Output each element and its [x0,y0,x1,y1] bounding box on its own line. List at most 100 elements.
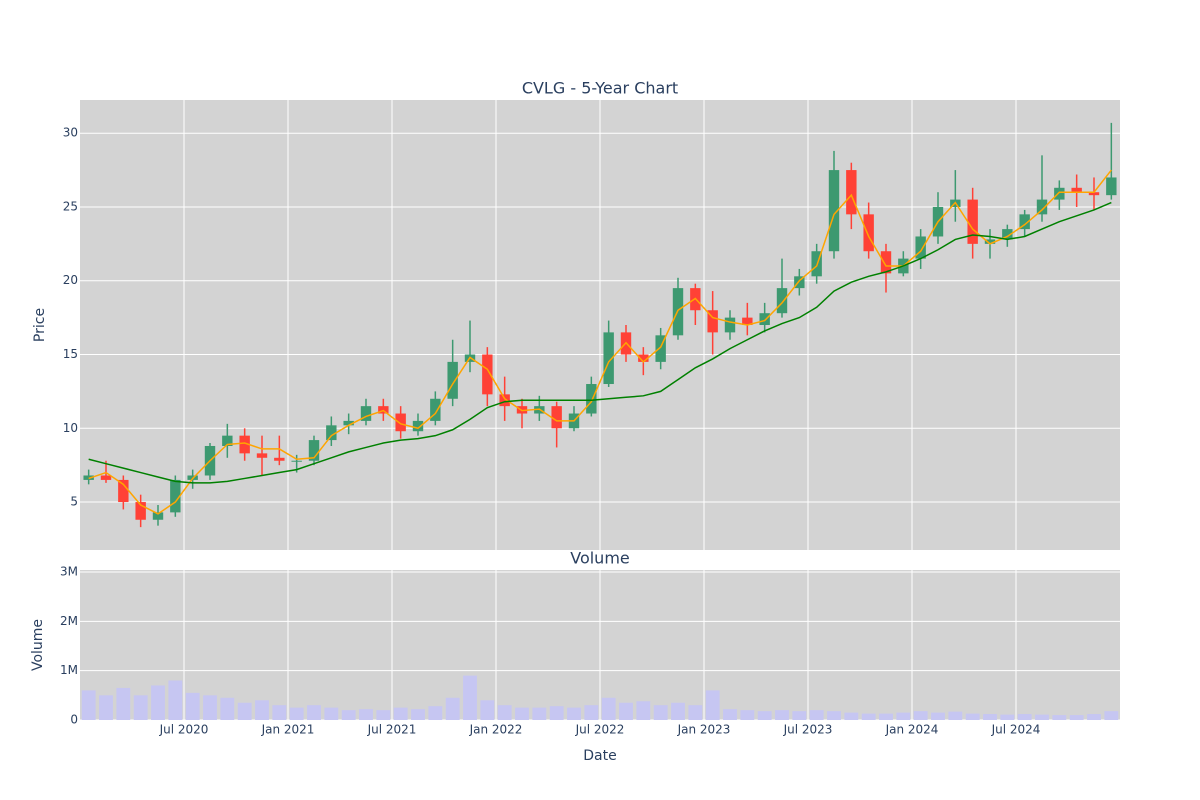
volume-bar [948,711,963,720]
candle-body [776,288,788,314]
y-tick-label: 5 [70,495,78,509]
candle-body [1071,187,1082,193]
x-tick-label: Jul 2023 [783,723,833,737]
x-tick-label: Jul 2022 [575,723,625,737]
volume-bar [636,701,651,720]
volume-bar [376,710,391,720]
x-tick-label: Jul 2021 [367,723,417,737]
volume-bar [393,707,408,720]
volume-bar [324,707,339,720]
volume-bar [359,709,373,720]
volume-bar [185,692,200,720]
x-tick-label: Jan 2024 [885,723,939,737]
volume-bar [965,713,980,720]
volume-bar [913,711,928,720]
volume-bar [705,690,720,720]
candle-body [326,425,337,441]
candle-body [1019,214,1030,230]
volume-bar [861,713,876,720]
candle-body [586,384,597,414]
x-tick-label: Jan 2022 [469,723,523,737]
volume-bar [151,685,165,720]
candle-body [1002,229,1013,240]
moving-average-line [88,169,1112,515]
candle-body [742,317,753,325]
volume-bar [480,700,495,720]
y-tick-label: 10 [63,421,78,435]
volume-bar [983,714,997,720]
candle-body [603,332,614,385]
candle-body [360,406,372,421]
volume-bar [532,707,547,720]
volume-bar [1000,714,1015,720]
volume-title: Volume [570,549,630,568]
candle-body [447,361,458,399]
candle-body [343,420,354,426]
candle-body [846,170,857,215]
candle-body [430,398,441,421]
volume-bar [757,711,772,720]
volume-bar [428,706,443,720]
volume-bar [896,712,911,720]
candle-body [170,479,181,513]
volume-bar [1017,714,1032,720]
candle-body [794,276,805,289]
volume-bar [116,687,131,720]
volume-bar [688,705,703,720]
candle-body [724,317,736,333]
candle-body [655,335,666,362]
volume-bar [255,700,269,720]
volume-bar [653,705,668,720]
volume-bar [203,695,217,720]
volume-bar [289,707,304,720]
candle-body [638,354,649,362]
candle-body [1036,199,1048,215]
volume-bar [81,690,96,720]
x-tick-label: Jan 2023 [677,723,731,737]
volume-bar [792,711,807,720]
y-tick-label: 1M [60,663,78,677]
volume-bar [220,697,235,720]
candle-body [1088,192,1100,196]
volume-bar [1069,715,1084,720]
candle-body [984,239,996,244]
y-tick-label: 30 [63,126,78,140]
volume-bar [671,702,685,720]
volume-bar [168,680,183,720]
volume-bar [237,702,252,720]
candle-body [915,236,926,259]
volume-bar [740,710,755,720]
candle-body [412,420,424,432]
volume-bar [827,711,841,720]
candle-body [499,394,510,407]
candle-body [880,251,892,274]
volume-axis-title: Volume [30,619,46,671]
volume-bar [307,705,321,720]
volume-bar [619,702,633,720]
candle-body [256,453,268,458]
candle-body [759,313,770,325]
volume-bar [515,707,529,720]
y-tick-label: 15 [63,347,78,361]
candle-body [395,413,406,432]
y-axis-title: Price [32,308,48,342]
candle-body [291,460,302,462]
volume-bar [497,705,512,720]
candle-body [863,214,874,252]
volume-bar [844,712,859,720]
candle-body [152,512,164,520]
volume-bar [723,709,737,720]
volume-bar [99,695,113,720]
volume-bar [567,707,581,720]
volume-bar [1035,714,1049,720]
y-tick-label: 20 [63,273,78,287]
x-axis-title: Date [583,748,616,764]
candle-body [551,406,562,429]
candle-body [967,199,978,244]
x-tick-label: Jul 2024 [991,723,1041,737]
candle-body [828,170,840,252]
volume-bar [549,706,564,720]
volume-bar [601,697,616,720]
y-tick-label: 3M [60,564,78,578]
